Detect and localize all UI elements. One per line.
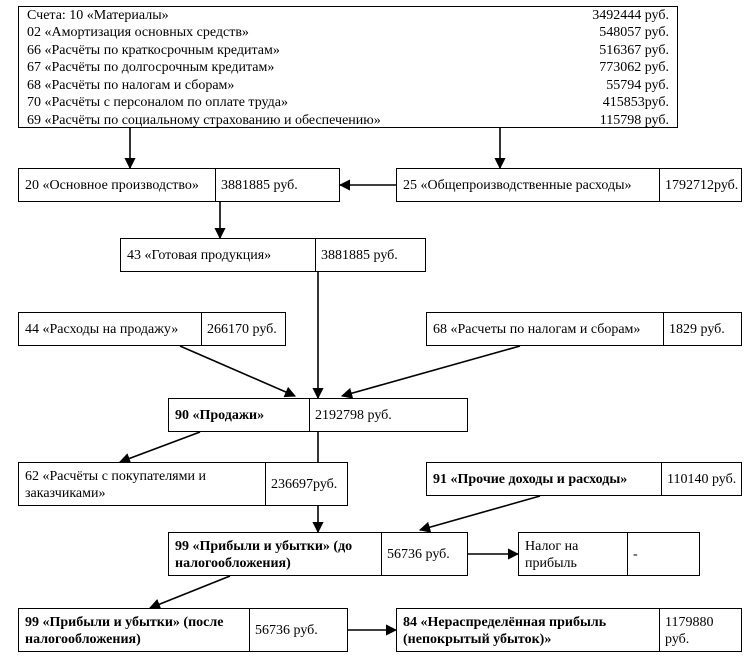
accounts-line: 02 «Амортизация основных средств» 548057 … bbox=[27, 26, 669, 41]
accounts-line: Счета: 10 «Материалы» 3492444 руб. bbox=[27, 9, 669, 24]
node-amount: 1792712руб. bbox=[659, 169, 743, 203]
accounts-box: Счета: 10 «Материалы» 3492444 руб. 02 «Амо… bbox=[18, 6, 678, 128]
node-label: 84 «Нераспределённая прибыль (непокрытый… bbox=[397, 609, 659, 653]
node-amount: - bbox=[627, 533, 701, 577]
node-amount: 1829 руб. bbox=[663, 313, 743, 347]
node-label: 99 «Прибыли и убытки» (до налогообложени… bbox=[169, 533, 381, 577]
node-label: 20 «Основное производство» bbox=[19, 169, 215, 203]
node-amount: 1179880 руб. bbox=[659, 609, 743, 653]
node-20: 20 «Основное производство»3881885 руб. bbox=[18, 168, 340, 202]
node-62: 62 «Расчёты с покупателями и заказчиками… bbox=[18, 462, 348, 506]
accounts-line-label: Счета: 10 «Материалы» bbox=[27, 9, 169, 24]
accounts-line-amount: 548057 руб. bbox=[591, 26, 669, 41]
accounts-line: 66 «Расчёты по краткосрочным кредитам» 51… bbox=[27, 44, 669, 59]
node-label: 91 «Прочие доходы и расходы» bbox=[427, 463, 661, 497]
node-amount: 110140 руб. bbox=[661, 463, 743, 497]
node-90: 90 «Продажи»2192798 руб. bbox=[168, 398, 468, 432]
node-label: 25 «Общепроизводственные расходы» bbox=[397, 169, 659, 203]
node-99-post-tax: 99 «Прибыли и убытки» (после налогооблож… bbox=[18, 608, 348, 652]
accounts-line-amount: 3492444 руб. bbox=[584, 9, 669, 24]
node-label: 43 «Готовая продукция» bbox=[121, 239, 315, 273]
node-amount: 56736 руб. bbox=[381, 533, 469, 577]
node-25: 25 «Общепроизводственные расходы»1792712… bbox=[396, 168, 742, 202]
node-amount: 56736 руб. bbox=[249, 609, 349, 653]
arrow-44-to-90 bbox=[180, 346, 295, 396]
node-label: Налог на прибыль bbox=[519, 533, 627, 577]
accounts-line-label: 02 «Амортизация основных средств» bbox=[27, 26, 249, 41]
accounts-line-label: 68 «Расчёты по налогам и сборам» bbox=[27, 79, 234, 94]
accounts-line-amount: 516367 руб. bbox=[591, 44, 669, 59]
accounts-line: 67 «Расчёты по долгосрочным кредитам» 773… bbox=[27, 61, 669, 76]
accounts-line-amount: 773062 руб. bbox=[591, 61, 669, 76]
accounts-line-amount: 115798 руб. bbox=[592, 114, 669, 129]
node-44: 44 «Расходы на продажу»266170 руб. bbox=[18, 312, 286, 346]
arrow-90-to-62 bbox=[120, 432, 200, 462]
accounts-line: 68 «Расчёты по налогам и сборам» 55794 ру… bbox=[27, 79, 669, 94]
accounts-line-label: 67 «Расчёты по долгосрочным кредитам» bbox=[27, 61, 274, 76]
flowchart-canvas: Счета: 10 «Материалы» 3492444 руб. 02 «Амо… bbox=[0, 0, 752, 658]
arrow-99a-to-99b bbox=[150, 576, 230, 608]
arrow-91-to-99a bbox=[420, 496, 540, 530]
accounts-line: 70 «Расчёты с персоналом по оплате труда… bbox=[27, 96, 669, 111]
node-tax: Налог на прибыль- bbox=[518, 532, 700, 576]
arrow-68-to-90 bbox=[342, 346, 520, 396]
node-label: 44 «Расходы на продажу» bbox=[19, 313, 201, 347]
accounts-line-label: 69 «Расчёты по социальному страхованию и… bbox=[27, 114, 381, 129]
node-68: 68 «Расчеты по налогам и сборам»1829 руб… bbox=[426, 312, 742, 346]
accounts-line: 69 «Расчёты по социальному страхованию и… bbox=[27, 114, 669, 129]
node-label: 99 «Прибыли и убытки» (после налогооблож… bbox=[19, 609, 249, 653]
node-amount: 3881885 руб. bbox=[215, 169, 341, 203]
node-amount: 3881885 руб. bbox=[315, 239, 427, 273]
node-label: 62 «Расчёты с покупателями и заказчиками… bbox=[19, 463, 265, 507]
node-84: 84 «Нераспределённая прибыль (непокрытый… bbox=[396, 608, 742, 652]
node-amount: 2192798 руб. bbox=[309, 399, 469, 433]
node-amount: 236697руб. bbox=[265, 463, 349, 507]
node-43: 43 «Готовая продукция»3881885 руб. bbox=[120, 238, 426, 272]
node-91: 91 «Прочие доходы и расходы»110140 руб. bbox=[426, 462, 742, 496]
accounts-line-amount: 415853руб. bbox=[595, 96, 669, 111]
node-amount: 266170 руб. bbox=[201, 313, 287, 347]
node-label: 68 «Расчеты по налогам и сборам» bbox=[427, 313, 663, 347]
accounts-line-amount: 55794 руб. bbox=[598, 79, 669, 94]
node-99-pre-tax: 99 «Прибыли и убытки» (до налогообложени… bbox=[168, 532, 468, 576]
accounts-line-label: 66 «Расчёты по краткосрочным кредитам» bbox=[27, 44, 280, 59]
accounts-line-label: 70 «Расчёты с персоналом по оплате труда… bbox=[27, 96, 288, 111]
node-label: 90 «Продажи» bbox=[169, 399, 309, 433]
